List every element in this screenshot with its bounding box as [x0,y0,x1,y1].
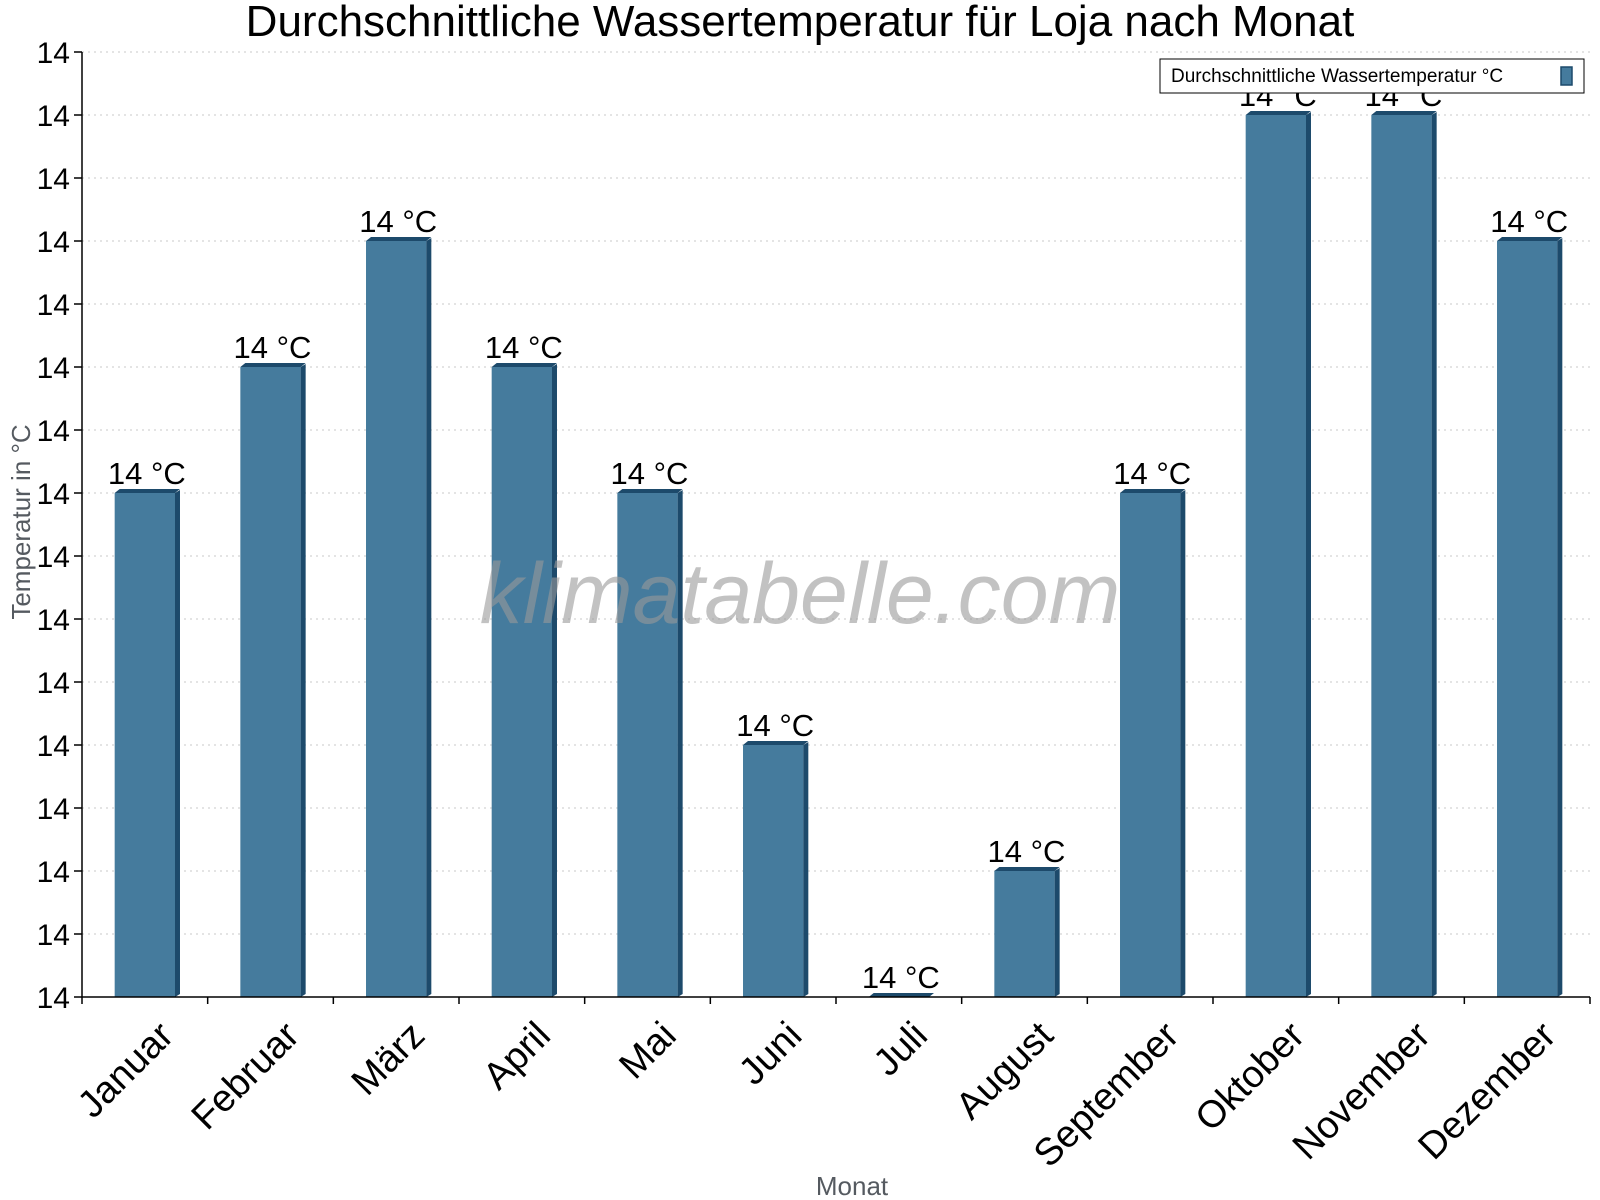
bar-side [300,364,306,997]
x-tick-label: Juni [731,1014,810,1093]
bar-value-label: 14 °C [988,834,1066,869]
chart-title: Durchschnittliche Wassertemperatur für L… [246,0,1355,46]
bar [491,367,552,997]
bar [743,745,804,997]
bar-value-label: 14 °C [108,456,186,491]
bar-value-label: 14 °C [736,708,814,743]
bar [994,871,1055,997]
x-axis-title: Monat [816,1171,889,1200]
bar-side [174,490,180,997]
bar-side [551,364,557,997]
bar-series [114,111,1563,997]
y-tick-label: 14 [37,604,70,637]
x-tick-label: Januar [70,1014,182,1126]
legend-label: Durchschnittliche Wassertemperatur °C [1171,66,1503,87]
bar-top [1497,237,1563,241]
x-tick-label: Mai [612,1014,685,1087]
bar [1120,493,1181,997]
y-tick-label: 14 [37,856,70,889]
y-axis-ticks: 14 14 14 14 14 14 14 14 14 14 14 14 14 14 14 14 [37,37,82,1015]
x-tick-label: April [475,1014,558,1097]
bar-top [491,363,557,367]
x-axis-ticks: Januar Februar März April Mai Juni Juli AugustS… [70,997,1591,1175]
x-tick-label: August [948,1014,1062,1128]
bar-top [1371,111,1437,115]
y-tick-label: 14 [37,541,70,574]
bar-top [1120,489,1186,493]
x-tick-label: März [344,1014,433,1103]
grid-lines [82,51,1590,935]
y-tick-label: 14 [37,352,70,385]
y-tick-label: 14 [37,100,70,133]
axes [81,52,1590,998]
y-tick-label: 14 [37,289,70,322]
bar [617,493,678,997]
bar-side [1305,112,1311,997]
legend-swatch [1560,66,1573,86]
x-tick-label: Oktober [1188,1014,1314,1140]
bar-side [1557,238,1563,997]
x-tick-label: November [1285,1014,1439,1168]
bar-side [1054,868,1060,997]
bar-value-label: 14 °C [359,204,437,239]
bar-top [240,363,306,367]
bar-value-label: 14 °C [485,330,563,365]
y-tick-label: 14 [37,37,70,70]
bar-value-label: 14 °C [611,456,689,491]
bar [1371,115,1432,997]
y-axis-title: Temperatur in °C [6,424,36,619]
bar-labels: 14 °C 14 °C 14 °C 14 °C 14 °C 14 °C 14 °C 14 °C… [108,78,1568,995]
y-tick-label: 14 [37,919,70,952]
bar-value-label: 14 °C [862,960,940,995]
bar-top [743,741,809,745]
bar-side [426,238,432,997]
x-tick-label: Juli [866,1014,936,1084]
legend: Durchschnittliche Wassertemperatur °C [1159,58,1585,94]
bar-side [803,742,809,997]
bar-top [366,237,432,241]
bar-top [114,489,180,493]
y-tick-label: 14 [37,667,70,700]
bar-value-label: 14 °C [234,330,312,365]
bar [366,241,427,997]
bar-top [1245,111,1311,115]
watermark: klimatabelle.com [480,546,1120,642]
y-tick-label: 14 [37,982,70,1015]
bar-value-label: 14 °C [1113,456,1191,491]
x-tick-label: Februar [184,1014,308,1138]
bar [240,367,301,997]
y-tick-label: 14 [37,415,70,448]
bar-side [1431,112,1437,997]
bar [1497,241,1558,997]
bar-side [677,490,683,997]
y-tick-label: 14 [37,226,70,259]
bar-top [617,489,683,493]
bar-top [868,993,934,997]
y-tick-label: 14 [37,478,70,511]
bar [114,493,175,997]
legend-box [1159,58,1585,94]
bar [1245,115,1306,997]
y-tick-label: 14 [37,730,70,763]
bar-value-label: 14 °C [1490,204,1568,239]
bar-top [994,867,1060,871]
x-tick-label: Dezember [1411,1014,1565,1168]
bar-side [1180,490,1186,997]
y-tick-label: 14 [37,793,70,826]
y-tick-label: 14 [37,163,70,196]
